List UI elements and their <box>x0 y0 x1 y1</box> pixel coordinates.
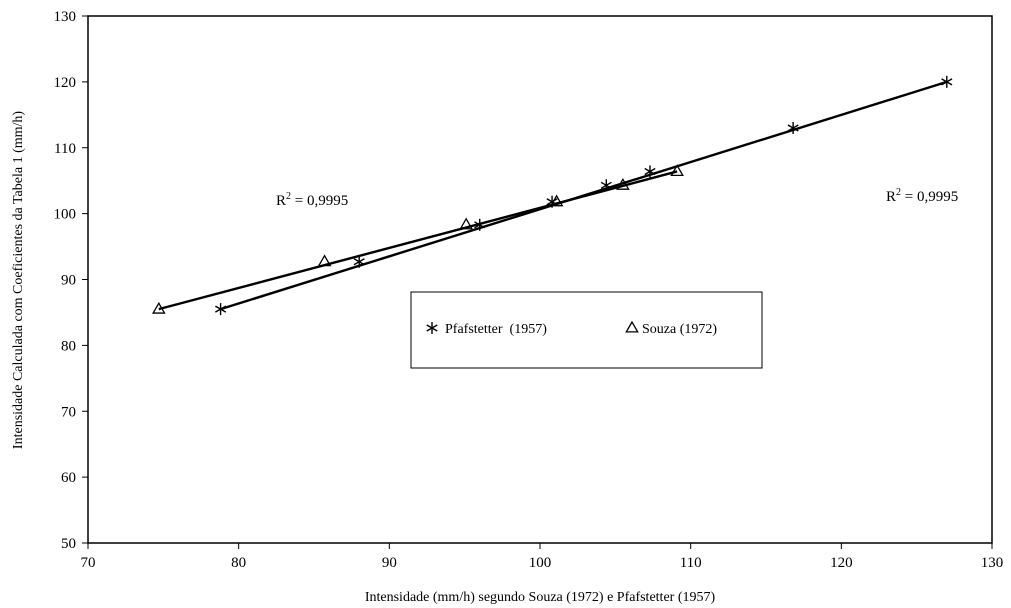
data-point-pfafstetter <box>600 179 612 192</box>
y-tick-label: 70 <box>61 404 76 420</box>
data-point-souza <box>459 217 473 230</box>
y-tick-label: 100 <box>54 207 77 223</box>
y-tick-label: 110 <box>54 141 76 157</box>
trendline-souza <box>158 170 678 311</box>
legend: Pfafstetter (1957) Souza (1972) <box>410 291 763 369</box>
x-tick-label: 130 <box>981 555 1004 571</box>
y-tick-label: 50 <box>61 536 76 552</box>
y-tick-label: 120 <box>54 75 77 91</box>
data-point-souza <box>549 194 564 207</box>
r2-annotation-right: R2 = 0,9995 <box>886 187 958 205</box>
x-axis: 70 80 90 100 110 120 130 <box>81 543 1004 571</box>
x-tick-label: 110 <box>680 555 702 571</box>
x-tick-label: 90 <box>382 555 397 571</box>
legend-box <box>410 291 763 369</box>
data-point-pfafstetter <box>474 218 486 231</box>
data-point-souza <box>317 254 332 267</box>
data-point-pfafstetter <box>353 255 365 268</box>
x-tick-label: 70 <box>81 555 96 571</box>
legend-marker-souza <box>625 320 639 333</box>
y-axis-title: Intensidade Calculada com Coeficientes d… <box>11 111 26 449</box>
y-tick-label: 130 <box>54 9 77 25</box>
trendlines <box>158 80 948 311</box>
legend-label-souza: Souza (1972) <box>642 322 717 337</box>
y-tick-label: 60 <box>61 470 76 486</box>
x-tick-label: 80 <box>231 555 246 571</box>
legend-asterisk-marker <box>426 322 438 334</box>
y-tick-label: 90 <box>61 273 76 289</box>
y-axis: 50 60 70 80 90 100 110 120 130 <box>54 9 88 552</box>
data-point-souza <box>616 177 630 190</box>
data-point-pfafstetter <box>787 121 799 134</box>
data-point-souza <box>670 164 684 177</box>
y-tick-label: 80 <box>61 338 76 354</box>
x-axis-title: Intensidade (mm/h) segundo Souza (1972) … <box>365 590 716 605</box>
data-points <box>151 75 953 316</box>
data-point-pfafstetter <box>941 75 953 88</box>
r2-annotation-left: R2 = 0,9995 <box>276 191 348 209</box>
data-point-pfafstetter <box>644 165 656 178</box>
data-point-pfafstetter <box>215 303 227 316</box>
data-point-souza <box>151 301 166 314</box>
legend-label-pfafstetter: Pfafstetter (1957) <box>445 322 547 337</box>
legend-marker-pfafstetter <box>426 322 438 334</box>
legend-triangle-marker <box>625 320 639 333</box>
x-tick-label: 120 <box>830 555 853 571</box>
x-tick-label: 100 <box>529 555 552 571</box>
plot-area <box>87 15 993 544</box>
